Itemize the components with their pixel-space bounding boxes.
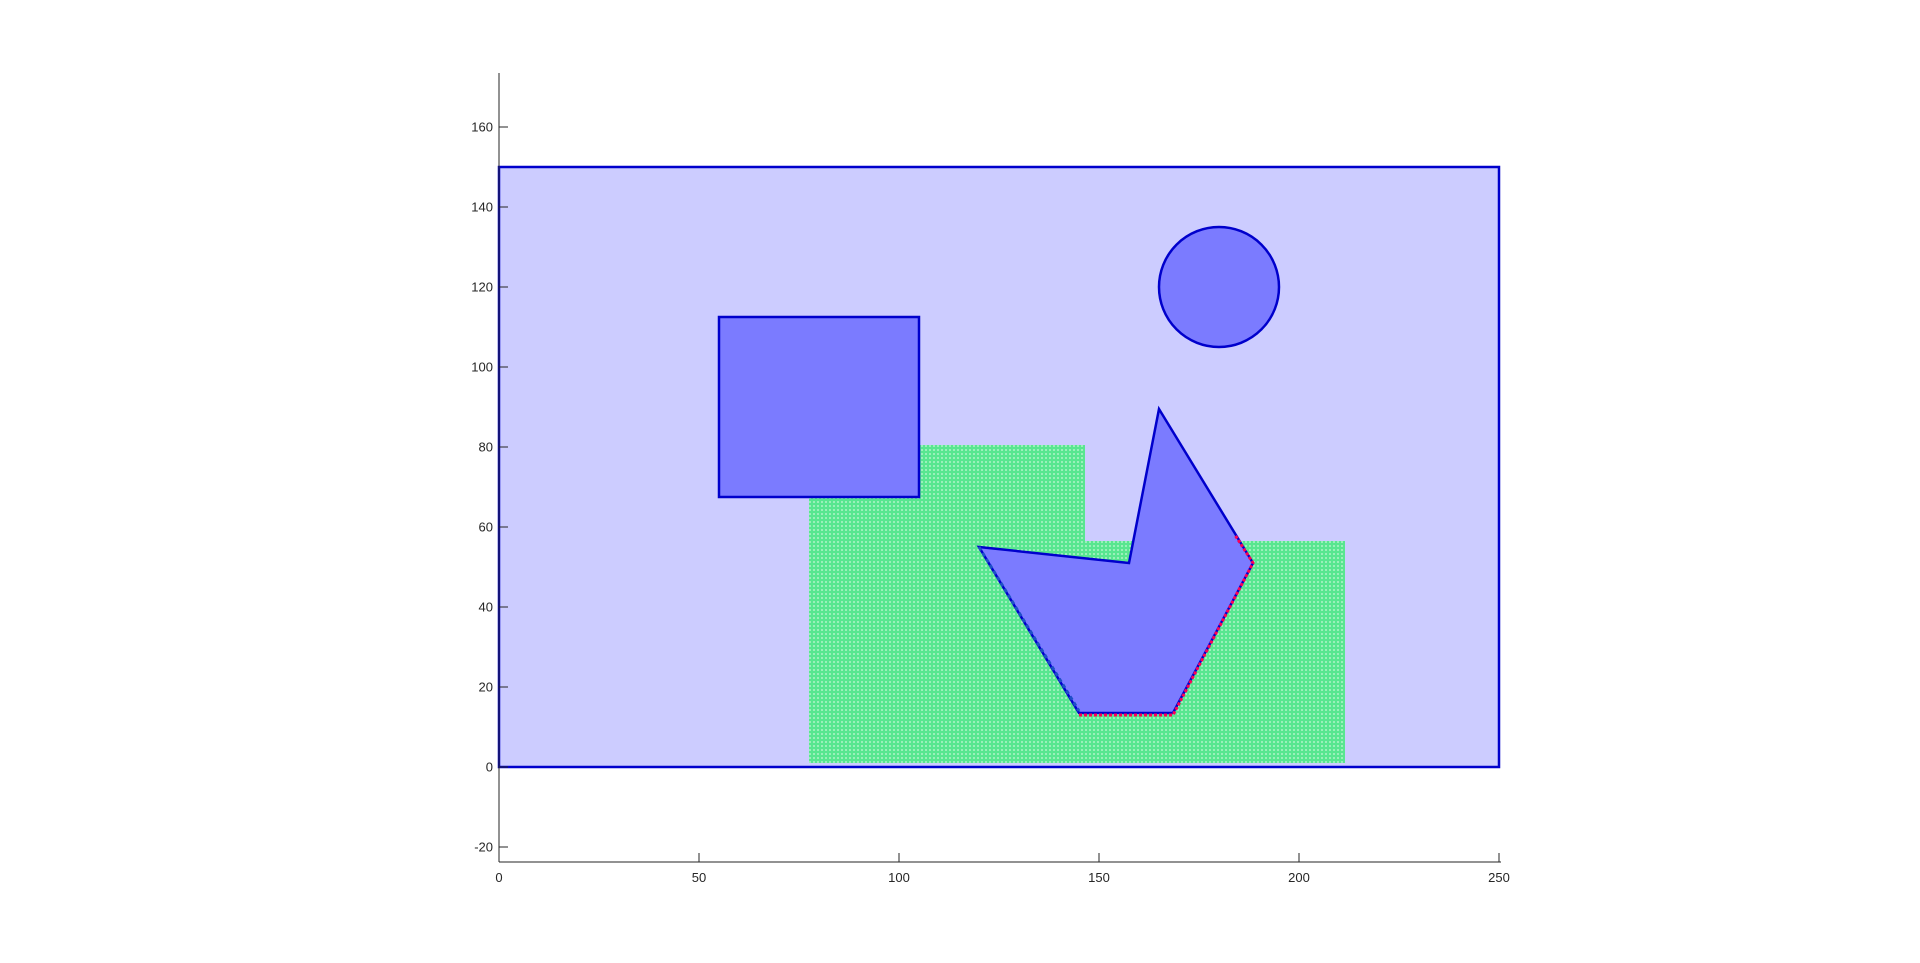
y-tick-label-80: 80 <box>479 440 493 455</box>
y-tick-label-160: 160 <box>471 120 493 135</box>
y-tick-label-120: 120 <box>471 280 493 295</box>
x-tick-label-0: 0 <box>495 870 502 885</box>
x-tick-label-50: 50 <box>692 870 706 885</box>
x-tick-label-100: 100 <box>888 870 910 885</box>
y-tick-label--20: -20 <box>474 840 493 855</box>
y-tick-label-20: 20 <box>479 680 493 695</box>
y-tick-label-40: 40 <box>479 600 493 615</box>
obstacle-layer <box>717 225 1281 715</box>
obstacle-rectangle-1 <box>717 315 921 499</box>
boundary-layer <box>977 534 1255 717</box>
green-region-1 <box>809 445 1085 763</box>
x-tick-label-250: 250 <box>1488 870 1510 885</box>
y-tick-label-100: 100 <box>471 360 493 375</box>
x-tick-label-150: 150 <box>1088 870 1110 885</box>
y-tick-label-140: 140 <box>471 200 493 215</box>
obstacle-circle <box>1157 225 1281 349</box>
x-tick-label-200: 200 <box>1288 870 1310 885</box>
red-boundary-trace <box>1079 534 1255 717</box>
y-tick-label-60: 60 <box>479 520 493 535</box>
y-tick-label-0: 0 <box>486 760 493 775</box>
